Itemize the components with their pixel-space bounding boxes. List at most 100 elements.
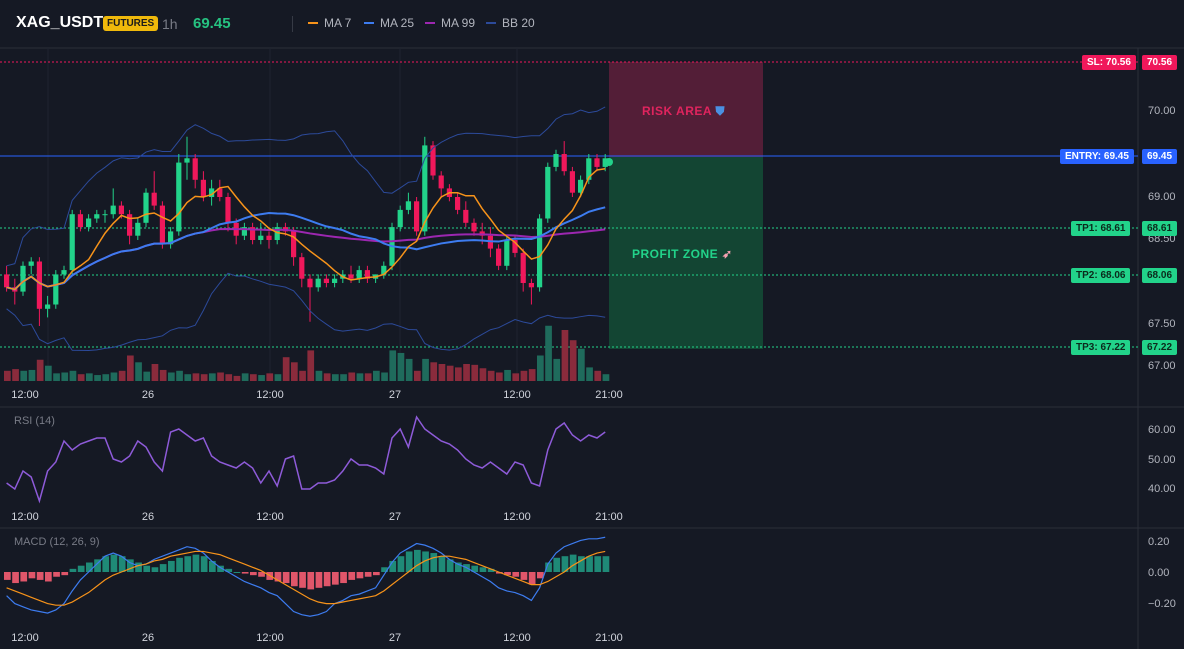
volume-bar <box>586 367 593 381</box>
macd-histogram-bar <box>12 572 19 584</box>
volume-bar <box>455 367 462 381</box>
volume-bar <box>45 365 52 381</box>
macd-line <box>6 536 606 617</box>
volume-bar <box>127 355 134 381</box>
candle-body <box>217 188 223 197</box>
volume-bar <box>241 373 249 381</box>
volume-bar <box>397 352 405 381</box>
volume-bar <box>4 370 11 381</box>
macd-pane-label: MACD (12, 26, 9) <box>14 536 100 548</box>
time-tick-label: 12:00 <box>503 511 531 523</box>
candle-body <box>102 214 108 216</box>
legend-bb20[interactable]: BB 20 <box>486 16 535 30</box>
macd-histogram-bar <box>479 567 487 572</box>
price-tick-label: 67.50 <box>1148 318 1176 330</box>
candle-body <box>348 274 354 279</box>
volume-bar <box>496 372 503 381</box>
volume-bar <box>520 370 528 381</box>
legend-ma25[interactable]: MA 25 <box>364 16 414 30</box>
candle-body <box>594 158 600 167</box>
macd-histogram-bar <box>184 556 192 572</box>
rsi-tick-label: 60.00 <box>1148 424 1176 436</box>
legend-ma99[interactable]: MA 99 <box>425 16 475 30</box>
candle-body <box>200 179 206 197</box>
macd-histogram-bar <box>520 572 528 580</box>
legend-swatch <box>425 22 435 24</box>
macd-histogram-bar <box>364 572 372 577</box>
candle-body <box>135 222 141 236</box>
macd-histogram-bar <box>414 549 421 572</box>
candle-body <box>20 265 26 292</box>
candle-body <box>315 278 321 288</box>
volume-bar <box>299 370 306 381</box>
macd-histogram-bar <box>250 572 257 576</box>
risk-area-zone <box>609 62 763 157</box>
macd-histogram-bar <box>217 565 224 572</box>
volume-bar <box>405 358 413 381</box>
volume-bar <box>53 373 60 381</box>
candle-body <box>463 209 469 223</box>
entry-axis-value: 69.45 <box>1142 149 1178 164</box>
symbol-title[interactable]: XAG_USDT <box>16 14 104 31</box>
time-tick-label: 12:00 <box>256 389 284 401</box>
candle-body <box>168 231 174 245</box>
time-tick-label: 27 <box>389 389 401 401</box>
time-tick-label: 26 <box>142 389 154 401</box>
time-tick-label: 12:00 <box>503 389 531 401</box>
risk-area-label: RISK AREA ⛊ <box>642 104 725 118</box>
macd-histogram-bar <box>323 572 331 587</box>
candle-body <box>561 154 567 172</box>
volume-bar <box>102 374 110 381</box>
candle-body <box>397 209 403 228</box>
candle-body <box>586 158 592 180</box>
candle-body <box>356 270 362 279</box>
volume-bar <box>414 370 421 381</box>
legend-ma7[interactable]: MA 7 <box>308 16 351 30</box>
candle-body <box>299 257 305 279</box>
macd-histogram-bar <box>569 554 577 572</box>
rsi-line <box>6 415 606 504</box>
candle-body <box>110 205 116 215</box>
profit-zone-label: PROFIT ZONE ➶ <box>632 247 733 261</box>
volume-bar <box>143 371 151 381</box>
candle-body <box>4 274 10 288</box>
rsi-pane-label: RSI (14) <box>14 415 55 427</box>
macd-histogram-bar <box>168 560 175 572</box>
volume-bar <box>373 370 380 381</box>
volume-bar <box>28 369 36 381</box>
time-tick-label: 27 <box>389 632 401 644</box>
timeframe-label[interactable]: 1h <box>162 16 178 32</box>
macd-signal-line <box>6 550 606 606</box>
candle-body <box>28 261 34 266</box>
macd-histogram-bar <box>455 562 462 572</box>
volume-bar <box>61 372 69 381</box>
volume-bar <box>381 372 388 381</box>
macd-histogram-bar <box>299 572 306 588</box>
rsi-tick-label: 50.00 <box>1148 454 1176 466</box>
candle-body <box>159 205 165 245</box>
volume-bar <box>217 372 224 381</box>
macd-histogram-bar <box>381 567 388 572</box>
price-tick-label: 70.00 <box>1148 105 1176 117</box>
candle-body <box>414 201 420 232</box>
legend-swatch <box>486 22 496 24</box>
tp1-axis-value: 68.61 <box>1142 221 1178 236</box>
volume-bar <box>151 364 159 381</box>
macd-histogram-bar <box>258 572 265 577</box>
candle-body <box>61 270 67 275</box>
volume-bar <box>561 330 569 381</box>
volume-bar <box>487 370 495 381</box>
volume-bar <box>291 362 298 381</box>
candle-body <box>364 270 370 279</box>
candle-body <box>45 304 51 309</box>
tp2-tag: TP2: 68.06 <box>1071 268 1131 283</box>
candle-body <box>438 175 444 189</box>
time-tick-label: 26 <box>142 632 154 644</box>
macd-histogram-bar <box>200 556 208 572</box>
macd-tick-label: 0.00 <box>1148 567 1169 579</box>
macd-histogram-bar <box>537 572 544 579</box>
volume-bar <box>135 362 142 381</box>
candle-body <box>332 278 338 283</box>
volume-bar <box>545 325 552 381</box>
